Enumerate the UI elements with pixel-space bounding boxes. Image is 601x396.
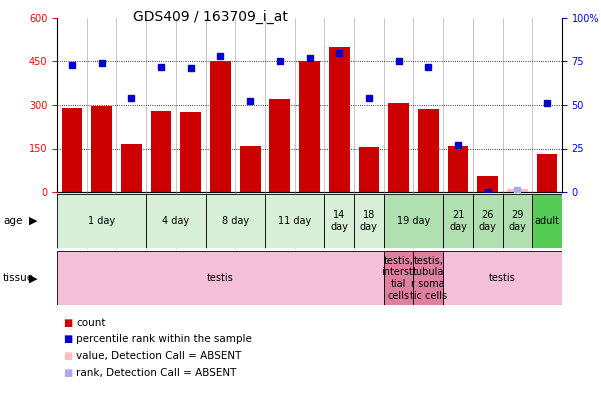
Text: 26
day: 26 day	[479, 210, 496, 232]
Text: ▶: ▶	[29, 273, 37, 283]
Text: ■: ■	[63, 318, 72, 328]
Bar	[354, 194, 384, 248]
Text: GSM9914: GSM9914	[421, 197, 430, 233]
Text: testis: testis	[207, 273, 234, 283]
Text: testis,
tubula
r soma
tic cells: testis, tubula r soma tic cells	[410, 256, 447, 301]
Text: GSM9881: GSM9881	[183, 197, 192, 233]
Text: GSM9872: GSM9872	[94, 197, 103, 233]
Text: ■: ■	[63, 367, 72, 378]
Text: 29
day: 29 day	[508, 210, 526, 232]
Text: 4 day: 4 day	[162, 216, 189, 226]
Bar	[57, 251, 384, 305]
Bar	[206, 194, 265, 248]
Text: 8 day: 8 day	[222, 216, 249, 226]
Text: testis: testis	[489, 273, 516, 283]
Text: GSM9866: GSM9866	[540, 197, 549, 233]
Bar	[210, 61, 231, 192]
Text: GSM9911: GSM9911	[391, 197, 400, 233]
Text: GSM9884: GSM9884	[213, 197, 222, 233]
Bar	[151, 111, 171, 192]
Bar	[418, 109, 439, 192]
Text: 21
day: 21 day	[449, 210, 467, 232]
Bar	[443, 194, 473, 248]
Text: GDS409 / 163709_i_at: GDS409 / 163709_i_at	[133, 10, 288, 24]
Bar	[448, 146, 468, 192]
Bar	[473, 194, 502, 248]
Bar	[61, 108, 82, 192]
Text: value, Detection Call = ABSENT: value, Detection Call = ABSENT	[76, 351, 242, 361]
Text: GSM9899: GSM9899	[361, 197, 370, 233]
Text: 18
day: 18 day	[360, 210, 378, 232]
Text: age: age	[3, 216, 22, 226]
Bar	[532, 194, 562, 248]
Bar	[443, 251, 562, 305]
Bar	[146, 194, 206, 248]
Bar	[325, 194, 354, 248]
Text: GSM9902: GSM9902	[451, 197, 460, 233]
Bar	[269, 99, 290, 192]
Bar	[265, 194, 325, 248]
Text: GSM9887: GSM9887	[243, 197, 252, 233]
Text: GSM9893: GSM9893	[302, 197, 311, 233]
Text: GSM9875: GSM9875	[124, 197, 133, 233]
Text: GSM9878: GSM9878	[153, 197, 162, 233]
Bar	[359, 147, 379, 192]
Bar	[240, 146, 260, 192]
Text: ▶: ▶	[29, 216, 37, 226]
Bar	[384, 194, 443, 248]
Text: percentile rank within the sample: percentile rank within the sample	[76, 334, 252, 345]
Text: 11 day: 11 day	[278, 216, 311, 226]
Text: ■: ■	[63, 334, 72, 345]
Text: count: count	[76, 318, 106, 328]
Bar	[384, 251, 413, 305]
Bar	[299, 61, 320, 192]
Text: adult: adult	[534, 216, 560, 226]
Bar	[91, 107, 112, 192]
Bar	[329, 47, 350, 192]
Text: ■: ■	[63, 351, 72, 361]
Bar	[537, 154, 558, 192]
Text: tissue: tissue	[3, 273, 34, 283]
Text: GSM9905: GSM9905	[480, 197, 489, 233]
Text: 1 day: 1 day	[88, 216, 115, 226]
Bar	[502, 194, 532, 248]
Text: GSM9908: GSM9908	[510, 197, 519, 233]
Bar	[57, 194, 146, 248]
Text: GSM9869: GSM9869	[64, 197, 73, 233]
Bar	[388, 103, 409, 192]
Text: rank, Detection Call = ABSENT: rank, Detection Call = ABSENT	[76, 367, 237, 378]
Bar	[180, 112, 201, 192]
Text: 19 day: 19 day	[397, 216, 430, 226]
Bar	[477, 176, 498, 192]
Text: GSM9890: GSM9890	[272, 197, 281, 233]
Text: testis,
intersti
tial
cells: testis, intersti tial cells	[381, 256, 416, 301]
Bar	[121, 144, 142, 192]
Text: GSM9896: GSM9896	[332, 197, 341, 233]
Bar	[507, 189, 528, 192]
Bar	[413, 251, 443, 305]
Text: 14
day: 14 day	[331, 210, 348, 232]
